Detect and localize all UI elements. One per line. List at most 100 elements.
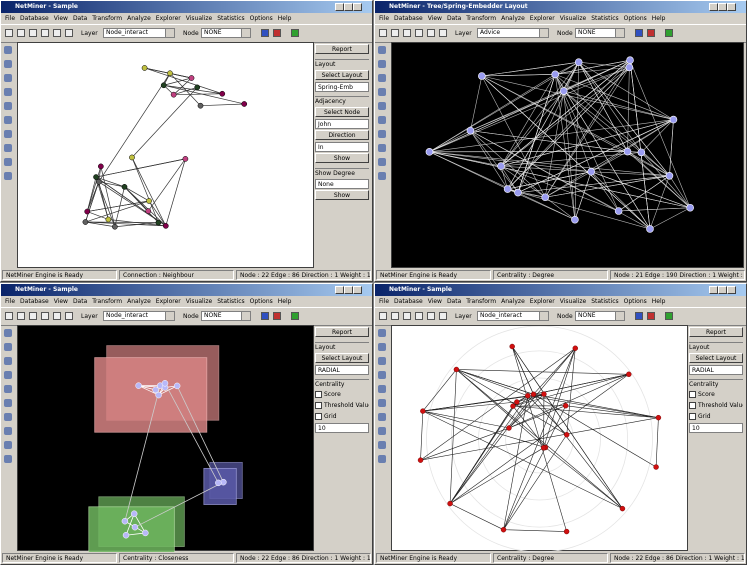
menu-item[interactable]: Transform xyxy=(92,298,122,305)
panel-button[interactable]: Select Node xyxy=(315,107,369,117)
tool-icon[interactable] xyxy=(427,29,435,37)
menu-item[interactable]: View xyxy=(428,298,442,305)
window-button[interactable] xyxy=(344,3,353,11)
layer-select[interactable]: Node_interact xyxy=(477,311,549,321)
menu-item[interactable]: Visualize xyxy=(560,298,586,305)
side-icon[interactable] xyxy=(378,385,386,393)
side-icon[interactable] xyxy=(4,329,12,337)
tool-icon[interactable] xyxy=(391,29,399,37)
side-icon[interactable] xyxy=(4,144,12,152)
side-icon[interactable] xyxy=(378,102,386,110)
tool-icon[interactable] xyxy=(17,29,25,37)
menu-item[interactable]: Options xyxy=(624,298,647,305)
menu-item[interactable]: Help xyxy=(652,15,666,22)
menu-item[interactable]: Help xyxy=(278,298,292,305)
menu-item[interactable]: View xyxy=(54,15,68,22)
menu-item[interactable]: Database xyxy=(394,298,423,305)
tool-icon[interactable] xyxy=(29,312,37,320)
menu-item[interactable]: Transform xyxy=(466,15,496,22)
tool-icon[interactable] xyxy=(403,312,411,320)
side-icon[interactable] xyxy=(4,399,12,407)
tool-icon[interactable] xyxy=(273,312,281,320)
menu-item[interactable]: File xyxy=(379,15,389,22)
tool-icon[interactable] xyxy=(403,29,411,37)
menu-item[interactable]: File xyxy=(379,298,389,305)
tool-icon[interactable] xyxy=(415,29,423,37)
menu-item[interactable]: Options xyxy=(250,298,273,305)
menu-item[interactable]: Options xyxy=(624,15,647,22)
menu-item[interactable]: Analyze xyxy=(501,15,525,22)
window-button[interactable] xyxy=(718,3,727,11)
tool-icon[interactable] xyxy=(427,312,435,320)
panel-check[interactable]: Score xyxy=(315,390,369,400)
side-icon[interactable] xyxy=(4,357,12,365)
window-button[interactable] xyxy=(344,286,353,294)
panel-button[interactable]: Report xyxy=(315,44,369,54)
side-icon[interactable] xyxy=(378,74,386,82)
menu-item[interactable]: Analyze xyxy=(501,298,525,305)
tool-icon[interactable] xyxy=(41,312,49,320)
panel-button[interactable]: Show xyxy=(315,190,369,200)
node-select[interactable]: NONE xyxy=(575,311,625,321)
window-button[interactable] xyxy=(727,3,736,11)
menu-item[interactable]: Analyze xyxy=(127,15,151,22)
side-icon[interactable] xyxy=(378,116,386,124)
panel-select[interactable]: John xyxy=(315,119,369,129)
tool-icon[interactable] xyxy=(5,312,13,320)
panel-select[interactable]: In xyxy=(315,142,369,152)
menu-item[interactable]: Help xyxy=(652,298,666,305)
panel-select[interactable]: Spring-Emb xyxy=(315,82,369,92)
menu-item[interactable]: View xyxy=(54,298,68,305)
tool-icon[interactable] xyxy=(53,29,61,37)
side-icon[interactable] xyxy=(4,427,12,435)
side-icon[interactable] xyxy=(4,371,12,379)
tool-icon[interactable] xyxy=(41,29,49,37)
side-icon[interactable] xyxy=(378,455,386,463)
side-icon[interactable] xyxy=(378,427,386,435)
menu-item[interactable]: File xyxy=(5,15,15,22)
tool-icon[interactable] xyxy=(65,29,73,37)
window-button[interactable] xyxy=(335,3,344,11)
panel-select[interactable]: RADIAL xyxy=(315,365,369,375)
panel-button[interactable]: Show xyxy=(315,153,369,163)
window-button[interactable] xyxy=(727,286,736,294)
menu-item[interactable]: Visualize xyxy=(186,298,212,305)
panel-check[interactable]: Threshold Value xyxy=(689,401,743,411)
panel-button[interactable]: Report xyxy=(689,327,743,337)
side-icon[interactable] xyxy=(378,60,386,68)
menu-item[interactable]: Transform xyxy=(466,298,496,305)
menu-item[interactable]: Data xyxy=(447,15,461,22)
side-icon[interactable] xyxy=(4,60,12,68)
menu-item[interactable]: Options xyxy=(250,15,273,22)
menu-item[interactable]: Analyze xyxy=(127,298,151,305)
side-icon[interactable] xyxy=(4,385,12,393)
tool-icon[interactable] xyxy=(53,312,61,320)
node-select[interactable]: NONE xyxy=(201,28,251,38)
side-icon[interactable] xyxy=(4,172,12,180)
side-icon[interactable] xyxy=(4,116,12,124)
tool-icon[interactable] xyxy=(439,312,447,320)
node-select[interactable]: NONE xyxy=(201,311,251,321)
side-icon[interactable] xyxy=(378,343,386,351)
menu-item[interactable]: View xyxy=(428,15,442,22)
side-icon[interactable] xyxy=(4,74,12,82)
tool-icon[interactable] xyxy=(273,29,281,37)
window-button[interactable] xyxy=(353,3,362,11)
window-button[interactable] xyxy=(709,3,718,11)
side-icon[interactable] xyxy=(378,172,386,180)
tool-icon[interactable] xyxy=(391,312,399,320)
layer-select[interactable]: Node_interact xyxy=(103,28,175,38)
menu-item[interactable]: Database xyxy=(20,15,49,22)
side-icon[interactable] xyxy=(378,441,386,449)
tool-icon[interactable] xyxy=(29,29,37,37)
tool-icon[interactable] xyxy=(379,312,387,320)
layer-select[interactable]: Node_interact xyxy=(103,311,175,321)
tool-icon[interactable] xyxy=(291,29,299,37)
tool-icon[interactable] xyxy=(291,312,299,320)
panel-button[interactable]: Select Layout xyxy=(315,70,369,80)
panel-select[interactable]: 10 xyxy=(315,423,369,433)
panel-select[interactable]: RADIAL xyxy=(689,365,743,375)
tool-icon[interactable] xyxy=(635,29,643,37)
menu-item[interactable]: Explorer xyxy=(156,298,181,305)
panel-check[interactable]: Threshold Value xyxy=(315,401,369,411)
